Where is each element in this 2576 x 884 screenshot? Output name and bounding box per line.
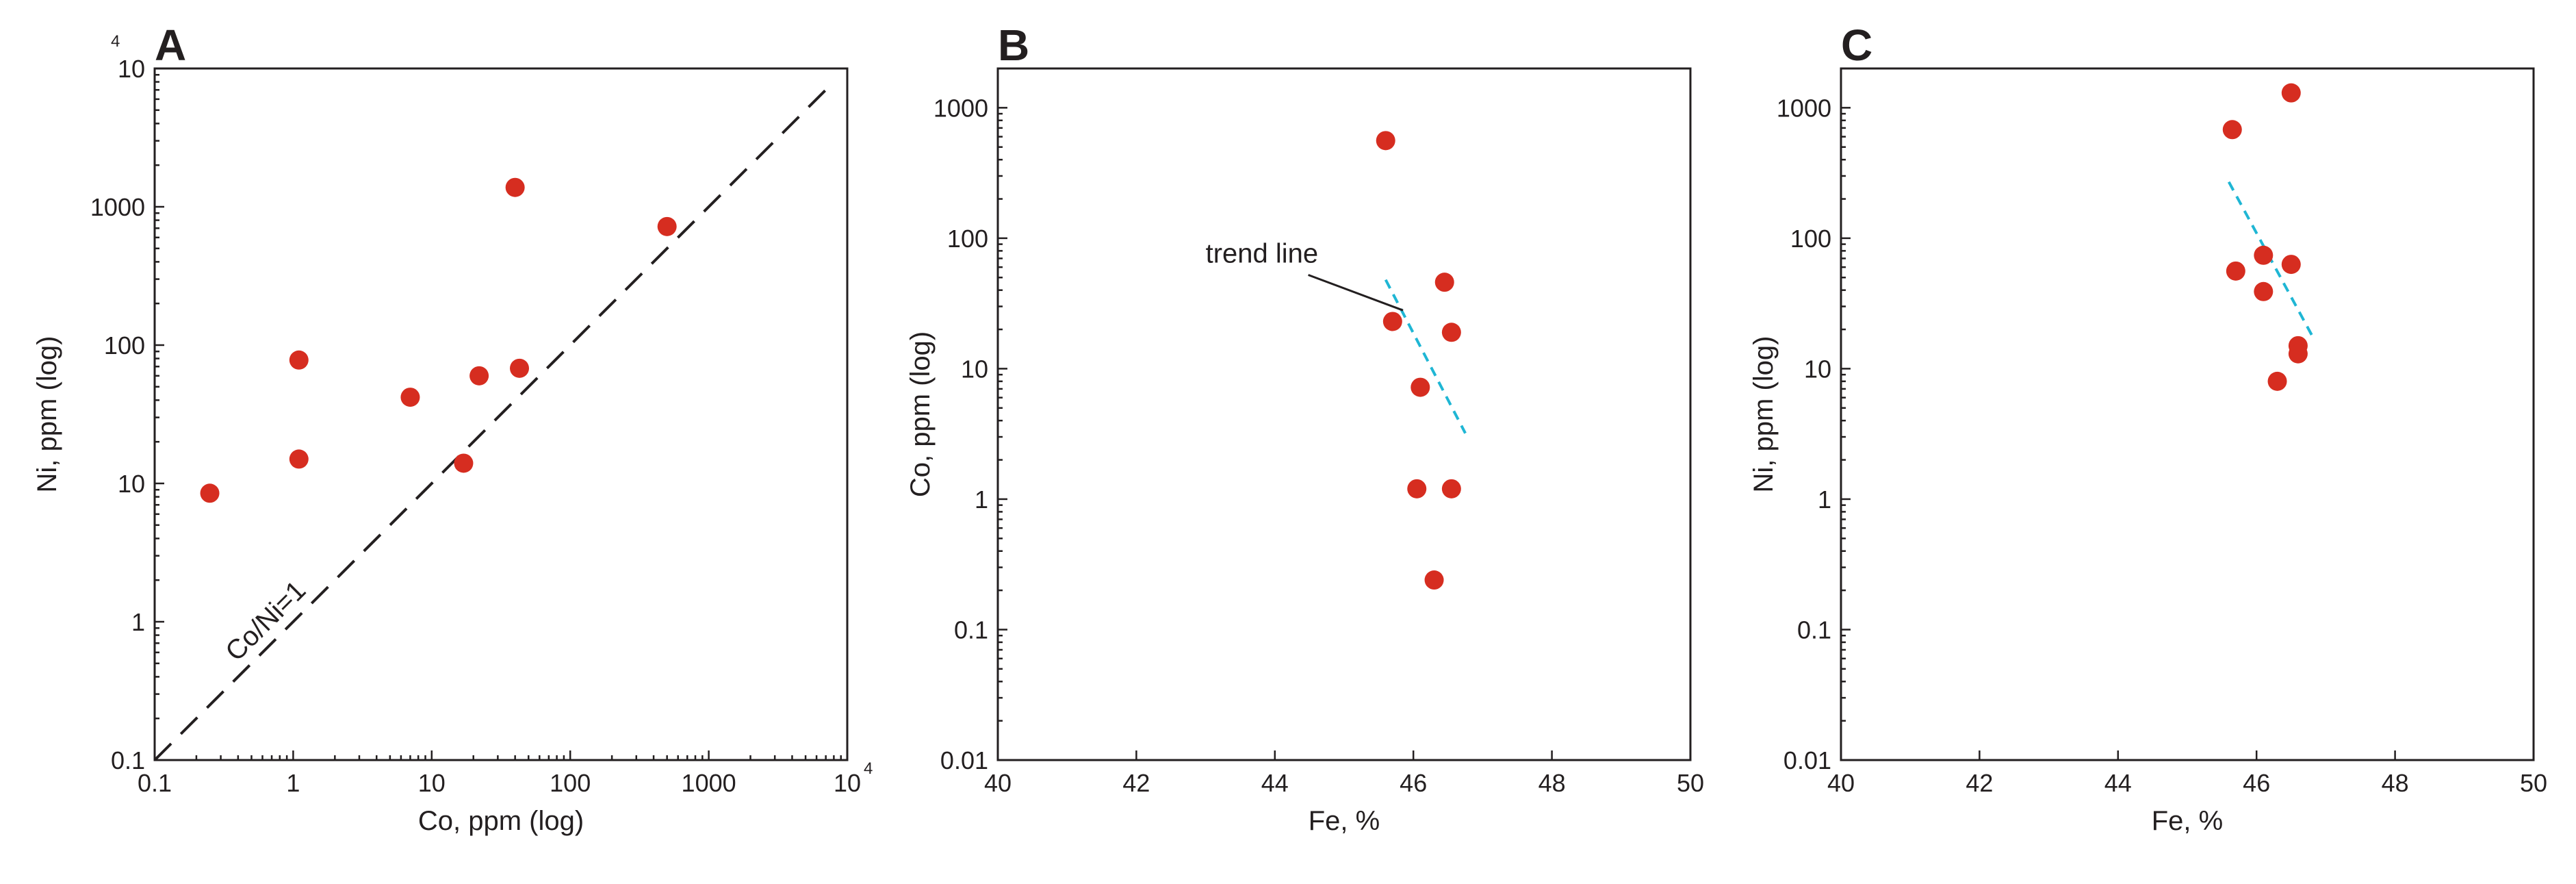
panel-b-y-tick-label: 0.1 [954,616,988,644]
panel-c-data-point [2254,281,2274,301]
panel-a: A 0.1 1 10 100 1000 10 0.1 1 10 100 1000 10 4 4 Co… [32,21,873,836]
panel-a-x-axis-label: Co, ppm (log) [418,806,584,836]
panel-b-x-axis-label: Fe, % [1309,806,1380,836]
panel-b-x-tick-label: 44 [1261,769,1289,797]
panel-b-trend-leader-line [1308,274,1404,312]
panel-c-x-tick-label: 42 [1966,769,1993,797]
panel-a-data-point [510,358,530,378]
panel-a-x-tick-label: 0.1 [138,769,172,797]
panel-a-y-ticks: 0.1 1 10 100 1000 10 [90,55,164,774]
panel-a-co-ni-ratio-line [153,81,835,761]
panel-a-data-point [200,483,220,503]
panel-c: C 40 42 44 46 48 50 0.01 0.1 1 10 100 1000 Fe, % N… [1749,21,2547,836]
panel-c-plot-frame [1840,67,2535,761]
panel-b-data-point [1382,312,1402,331]
panel-a-x-tick-label: 1 [286,769,300,797]
panel-a-y-top-exponent: 4 [111,32,120,51]
panel-b-y-tick-label: 0.01 [940,746,988,774]
panel-c-x-tick-label: 40 [1827,769,1855,797]
panel-a-data-point [505,177,525,197]
panel-b-data-point [1441,479,1461,498]
panel-a-points [200,177,677,503]
panel-c-x-axis-label: Fe, % [2152,806,2223,836]
panel-c-data-point [2267,371,2287,391]
panel-a-y-tick-label: 10 [118,470,145,498]
panel-c-data-point [2222,120,2242,140]
panel-a-letter: A [155,21,186,70]
panel-a-y-tick-label: 10 [118,55,145,83]
panel-a-y-tick-label: 100 [104,331,145,359]
panel-b-x-tick-label: 50 [1677,769,1704,797]
panel-c-x-tick-label: 50 [2520,769,2547,797]
panel-a-data-point [454,453,474,473]
panel-a-data-point [289,449,309,469]
panel-a-x-tick-label: 100 [550,769,591,797]
panel-a-x-right-exponent: 4 [864,759,873,778]
panel-a-y-tick-label: 1000 [90,193,145,221]
panel-b-letter: B [998,21,1029,70]
panel-b-y-axis-label: Co, ppm (log) [905,331,936,497]
panel-c-data-point [2281,255,2301,275]
panel-a-data-point [657,216,677,236]
panel-c-y-tick-label: 1000 [1777,94,1831,122]
panel-a-data-point [400,388,420,407]
panel-c-points [2222,83,2308,391]
panel-a-x-tick-label: 1000 [682,769,736,797]
panel-b-y-tick-label: 1000 [933,94,988,122]
panel-c-letter: C [1841,21,1872,70]
panel-b-data-point [1424,570,1444,590]
panel-a-y-tick-label: 0.1 [111,746,145,774]
panel-b-y-tick-label: 10 [961,355,988,383]
panel-b-y-tick-label: 100 [947,225,988,253]
panel-b-y-ticks: 0.01 0.1 1 10 100 1000 [933,67,1007,774]
panel-a-x-ticks: 0.1 1 10 100 1000 10 [138,750,861,797]
panel-a-x-tick-label: 10 [418,769,446,797]
panel-b-y-tick-label: 1 [975,485,988,514]
panel-c-y-tick-label: 1 [1818,485,1831,514]
panel-b-trend-label: trend line [1206,239,1319,269]
panel-b-points [1376,131,1461,590]
panel-a-data-point [289,350,309,370]
panel-b-data-point [1411,377,1430,397]
panel-b-x-tick-label: 46 [1400,769,1427,797]
panel-a-plot-frame [153,67,849,761]
panel-a-co-ni-ratio-label: Co/Ni=1 [220,575,311,667]
panel-b-x-tick-label: 48 [1538,769,1566,797]
panel-b-data-point [1434,273,1454,292]
panel-b-x-ticks: 40 42 44 46 48 50 [984,750,1704,797]
panel-c-x-tick-label: 44 [2104,769,2132,797]
panel-c-y-tick-label: 100 [1790,225,1831,253]
panel-c-data-point [2226,261,2245,281]
panel-b-data-point [1441,323,1461,342]
panel-a-y-tick-label: 1 [131,608,145,636]
panel-b-data-point [1407,479,1427,498]
panel-b-trend-line [1384,279,1467,434]
panel-c-data-point [2254,245,2274,265]
panel-b-data-point [1376,131,1395,151]
panel-c-y-tick-label: 0.1 [1797,616,1831,644]
panel-c-y-tick-label: 0.01 [1783,746,1831,774]
panel-a-data-point [469,366,489,386]
panel-c-y-ticks: 0.01 0.1 1 10 100 1000 [1777,67,1851,774]
panel-b: B 40 42 44 46 48 50 0.01 0.1 1 10 100 1000 trend l… [905,21,1704,836]
panel-c-data-point [2281,83,2301,103]
panel-c-data-point [2288,344,2308,364]
panel-c-y-tick-label: 10 [1804,355,1831,383]
panel-c-x-tick-label: 46 [2243,769,2270,797]
panel-b-plot-frame [996,67,1692,761]
panel-a-x-tick-label: 10 [834,769,861,797]
panel-c-x-tick-label: 48 [2382,769,2409,797]
panel-a-y-axis-label: Ni, ppm (log) [32,336,62,493]
panel-c-x-ticks: 40 42 44 46 48 50 [1827,750,2547,797]
panel-b-x-tick-label: 42 [1122,769,1150,797]
panel-b-x-tick-label: 40 [984,769,1012,797]
panel-c-y-axis-label: Ni, ppm (log) [1749,336,1779,493]
